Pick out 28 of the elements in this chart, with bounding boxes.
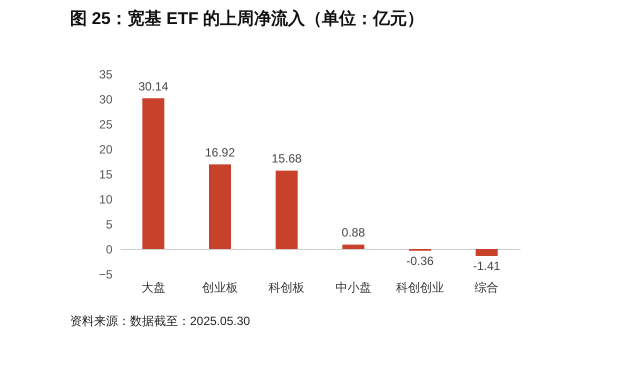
bar (276, 170, 298, 249)
y-tick-label: 25 (99, 118, 113, 132)
y-tick-label: 10 (99, 192, 113, 206)
y-tick-label: 5 (106, 218, 113, 232)
data-label: 30.14 (138, 79, 169, 94)
x-tick-label: 科创创业 (396, 280, 444, 294)
data-label: -0.36 (406, 254, 434, 268)
bar (209, 164, 231, 249)
x-tick-label: 创业板 (202, 280, 238, 294)
y-tick-label: 35 (99, 68, 113, 82)
x-tick-label: 综合 (474, 280, 499, 294)
chart-title: 图 25：宽基 ETF 的上周净流入（单位：亿元） (70, 9, 424, 28)
x-tick-label: 科创板 (268, 280, 305, 294)
x-tick-label: 大盘 (141, 280, 166, 294)
bar (342, 244, 364, 249)
data-label: -1.41 (472, 259, 501, 274)
x-tick-label: 中小盘 (335, 280, 372, 294)
y-tick-label: 0 (106, 242, 113, 256)
data-label: 16.92 (204, 145, 236, 160)
y-tick-label: 20 (99, 142, 113, 156)
text: 资料来源：数据截至：2025.05.30 (70, 314, 250, 328)
y-tick-label: 15 (99, 168, 113, 182)
y-tick-label: 30 (99, 92, 113, 106)
bar (142, 98, 164, 249)
y-tick-label: −5 (98, 268, 113, 282)
data-label: 0.88 (342, 226, 366, 240)
data-label: 15.68 (272, 152, 302, 166)
bar (476, 249, 498, 256)
